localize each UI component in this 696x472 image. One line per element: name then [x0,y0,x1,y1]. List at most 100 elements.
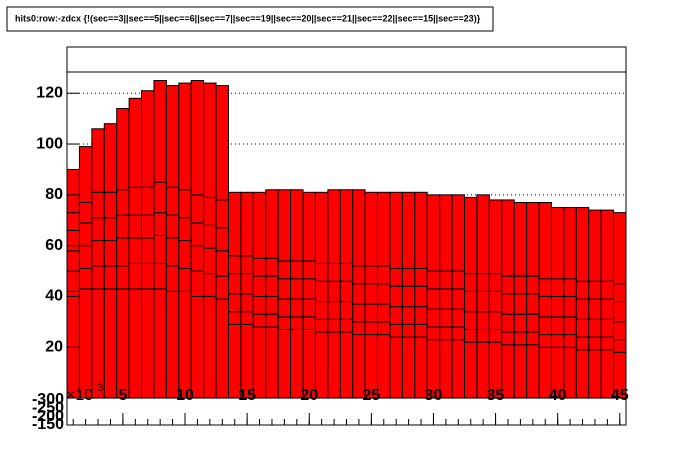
bar-segment [290,316,304,330]
bar-segment [165,237,180,267]
bar-segment [513,293,528,315]
x-tick-label: 40 [549,387,567,404]
bar-segment [314,191,329,264]
bar-segment [588,318,602,338]
bar-segment [439,326,453,341]
bar-segment [78,268,93,290]
bar-segment [91,128,105,193]
bar-segment [339,301,354,320]
bar-segment [153,234,167,264]
x-tick-label: 10 [176,387,194,404]
chart-title: hits0:row:-zdcx {!(sec==3||sec==5||sec==… [15,13,481,23]
bar-segment [476,273,490,292]
bar-segment [91,217,105,242]
bar-segment [91,191,105,219]
bar-segment [476,194,490,275]
bar-segment [588,280,602,300]
exponent-label: ×10 [66,387,93,404]
bar-segment [600,280,615,300]
bar-segment [66,270,80,292]
bar-segment [128,186,143,216]
bar-segment [178,240,192,270]
bar-segment [550,207,565,280]
bar-segment [265,313,279,328]
bar-segment [464,273,478,292]
bar-segment [116,214,130,239]
bar-segment [439,288,453,310]
bar-segment [426,288,441,310]
bar-segment [302,278,316,300]
bar-segment [227,273,242,295]
bar-segment [613,321,627,341]
bar-segment [227,311,242,325]
bar-segment [141,90,155,188]
title-box [6,6,494,32]
bar-segment [327,262,341,282]
bar-segment [141,288,155,399]
bar-segment [588,298,602,320]
bar-segment [451,308,466,328]
bar-segment [314,280,329,303]
bar-segment [203,196,217,226]
bar-segment [401,268,416,287]
bar-segment [563,316,577,336]
bar-segment [352,321,366,336]
bar-segment [464,311,478,330]
y-tick-label: 80 [45,186,63,203]
bar-segment [215,250,229,277]
bar-segment [66,229,80,252]
bar-segment [240,191,254,257]
bar-segment [66,290,80,399]
bar-segment [302,191,316,262]
bar-segment [488,199,503,275]
bar-segment [389,191,403,270]
bar-segment [377,283,391,305]
bar-segment [575,318,590,338]
bar-segment [277,328,292,399]
bar-segment [588,349,602,399]
bar-segment [103,217,118,242]
bar-segment [389,323,403,338]
bar-segment [178,82,192,191]
bar-segment [538,295,552,318]
bar-segment [575,349,590,399]
bar-segment [600,318,615,338]
bar-segment [414,285,428,308]
bar-segment [277,316,292,330]
bar-segment [401,191,416,270]
annotation: -200 [32,408,64,425]
bar-segment [426,194,441,272]
x-tick-label: 15 [238,387,256,404]
bar-segment [215,227,229,252]
bar-segment [252,295,267,315]
bar-segment [563,278,577,297]
bar-segment [141,262,155,290]
bar-segment [352,283,366,305]
bar-segment [550,278,565,297]
bar-segment [314,318,329,333]
bar-segment [426,270,441,290]
bar-segment [451,339,466,399]
bar-segment [377,265,391,285]
bar-segment [314,262,329,282]
bar-segment [401,336,416,399]
bar-segment [215,199,229,229]
bar-segment [203,295,217,399]
bar-segment [252,257,267,277]
bar-segment [339,189,354,264]
bar-segment [227,293,242,313]
annotation: -150 [32,416,64,433]
bar-segment [526,201,540,277]
bar-segment [265,275,279,297]
bar-segment [488,290,503,313]
bar-segment [190,194,205,224]
bar-segment [277,298,292,318]
bar-segment [277,189,292,262]
bar-segment [513,344,528,399]
bar-segment [513,201,528,277]
bar-segment [78,201,93,224]
bar-segment [364,321,379,336]
x-tick-label: 5 [118,387,127,404]
bar-segment [66,168,80,214]
bar-segment [588,209,602,282]
